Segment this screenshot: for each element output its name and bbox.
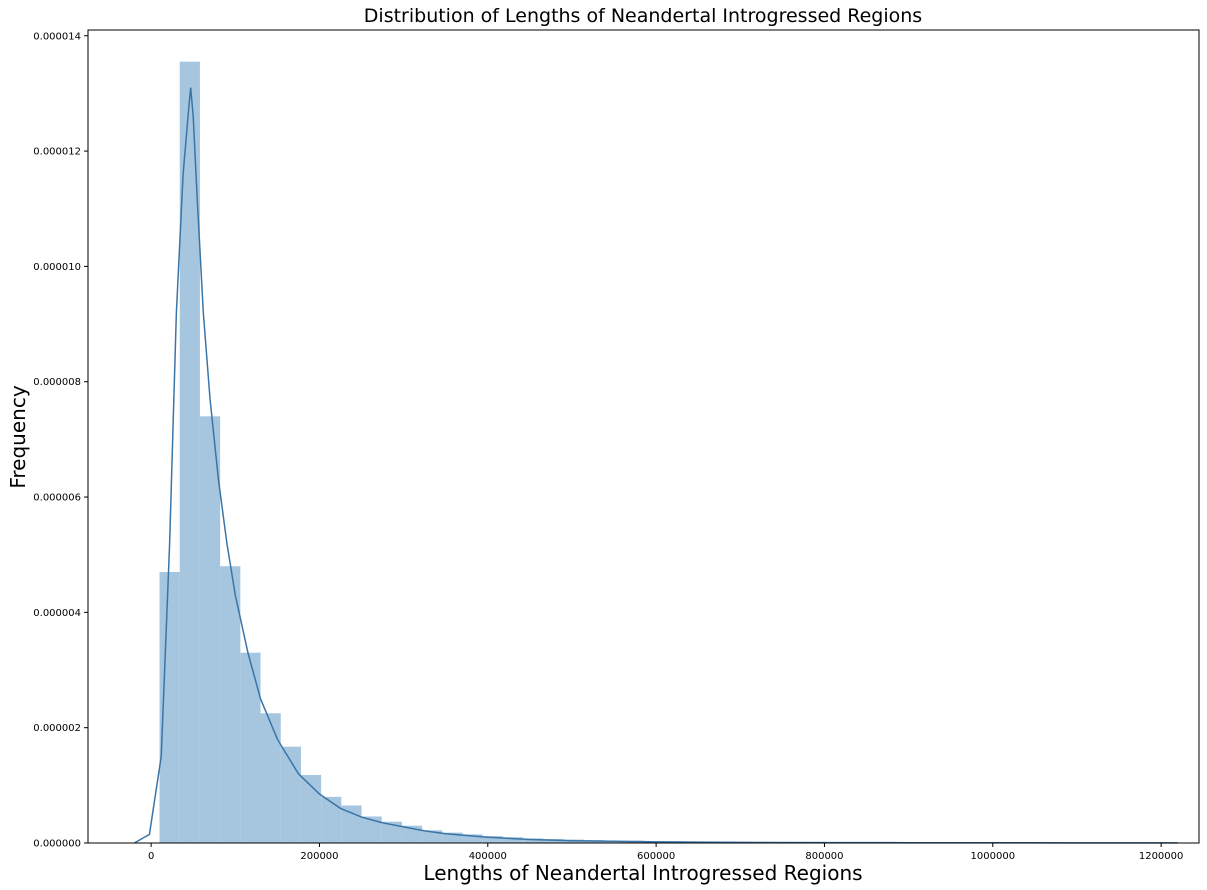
histogram-bar (523, 838, 544, 843)
x-tick-label: 200000 (300, 851, 338, 862)
histogram-bar (220, 566, 241, 843)
y-axis-ticks: 0.000000 0.000002 0.000004 0.000006 0.000008… (33, 31, 88, 850)
histogram-bar (482, 836, 503, 843)
x-tick-label: 400000 (469, 851, 507, 862)
histogram-bar (179, 61, 200, 843)
histogram-bar (543, 838, 564, 843)
histogram-bar (502, 837, 524, 843)
histogram-bar (462, 834, 483, 843)
histogram-bar (422, 830, 443, 843)
y-tick-label: 0.000012 (33, 147, 81, 158)
histogram-bar (442, 832, 463, 843)
plot-frame (87, 29, 1200, 844)
x-axis-ticks: 0 200000 400000 600000 800000 1000000 1200000 (148, 843, 1183, 862)
histogram-bar (159, 572, 180, 843)
histogram-bar (300, 774, 322, 843)
histogram-bar (260, 713, 281, 843)
y-tick-label: 0.000006 (33, 493, 81, 504)
x-tick-label: 800000 (805, 851, 843, 862)
x-tick-label: 1200000 (1139, 851, 1184, 862)
y-tick-label: 0.000010 (33, 262, 81, 273)
kde-line (133, 87, 1178, 844)
y-tick-label: 0.000014 (33, 31, 81, 42)
y-tick-label: 0.000002 (33, 723, 81, 734)
histogram-bar (321, 796, 342, 843)
x-tick-label: 0 (148, 851, 154, 862)
y-axis-label: Frequency (6, 385, 30, 488)
histogram-bar (341, 805, 362, 843)
x-tick-label: 600000 (637, 851, 675, 862)
x-axis-label: Lengths of Neandertal Introgressed Regio… (423, 861, 862, 885)
histogram-bar (199, 416, 221, 843)
histogram-bar (240, 652, 261, 843)
x-tick-label: 1000000 (971, 851, 1016, 862)
chart-title: Distribution of Lengths of Neandertal In… (364, 5, 922, 27)
axes (87, 29, 1200, 844)
histogram-bar (361, 816, 382, 843)
histogram-bar (381, 821, 402, 843)
y-tick-label: 0.000000 (33, 839, 81, 850)
y-tick-label: 0.000004 (33, 608, 81, 619)
kde-curve-layer (133, 87, 1178, 844)
histogram-bars (159, 61, 1170, 843)
y-tick-label: 0.000008 (33, 377, 81, 388)
